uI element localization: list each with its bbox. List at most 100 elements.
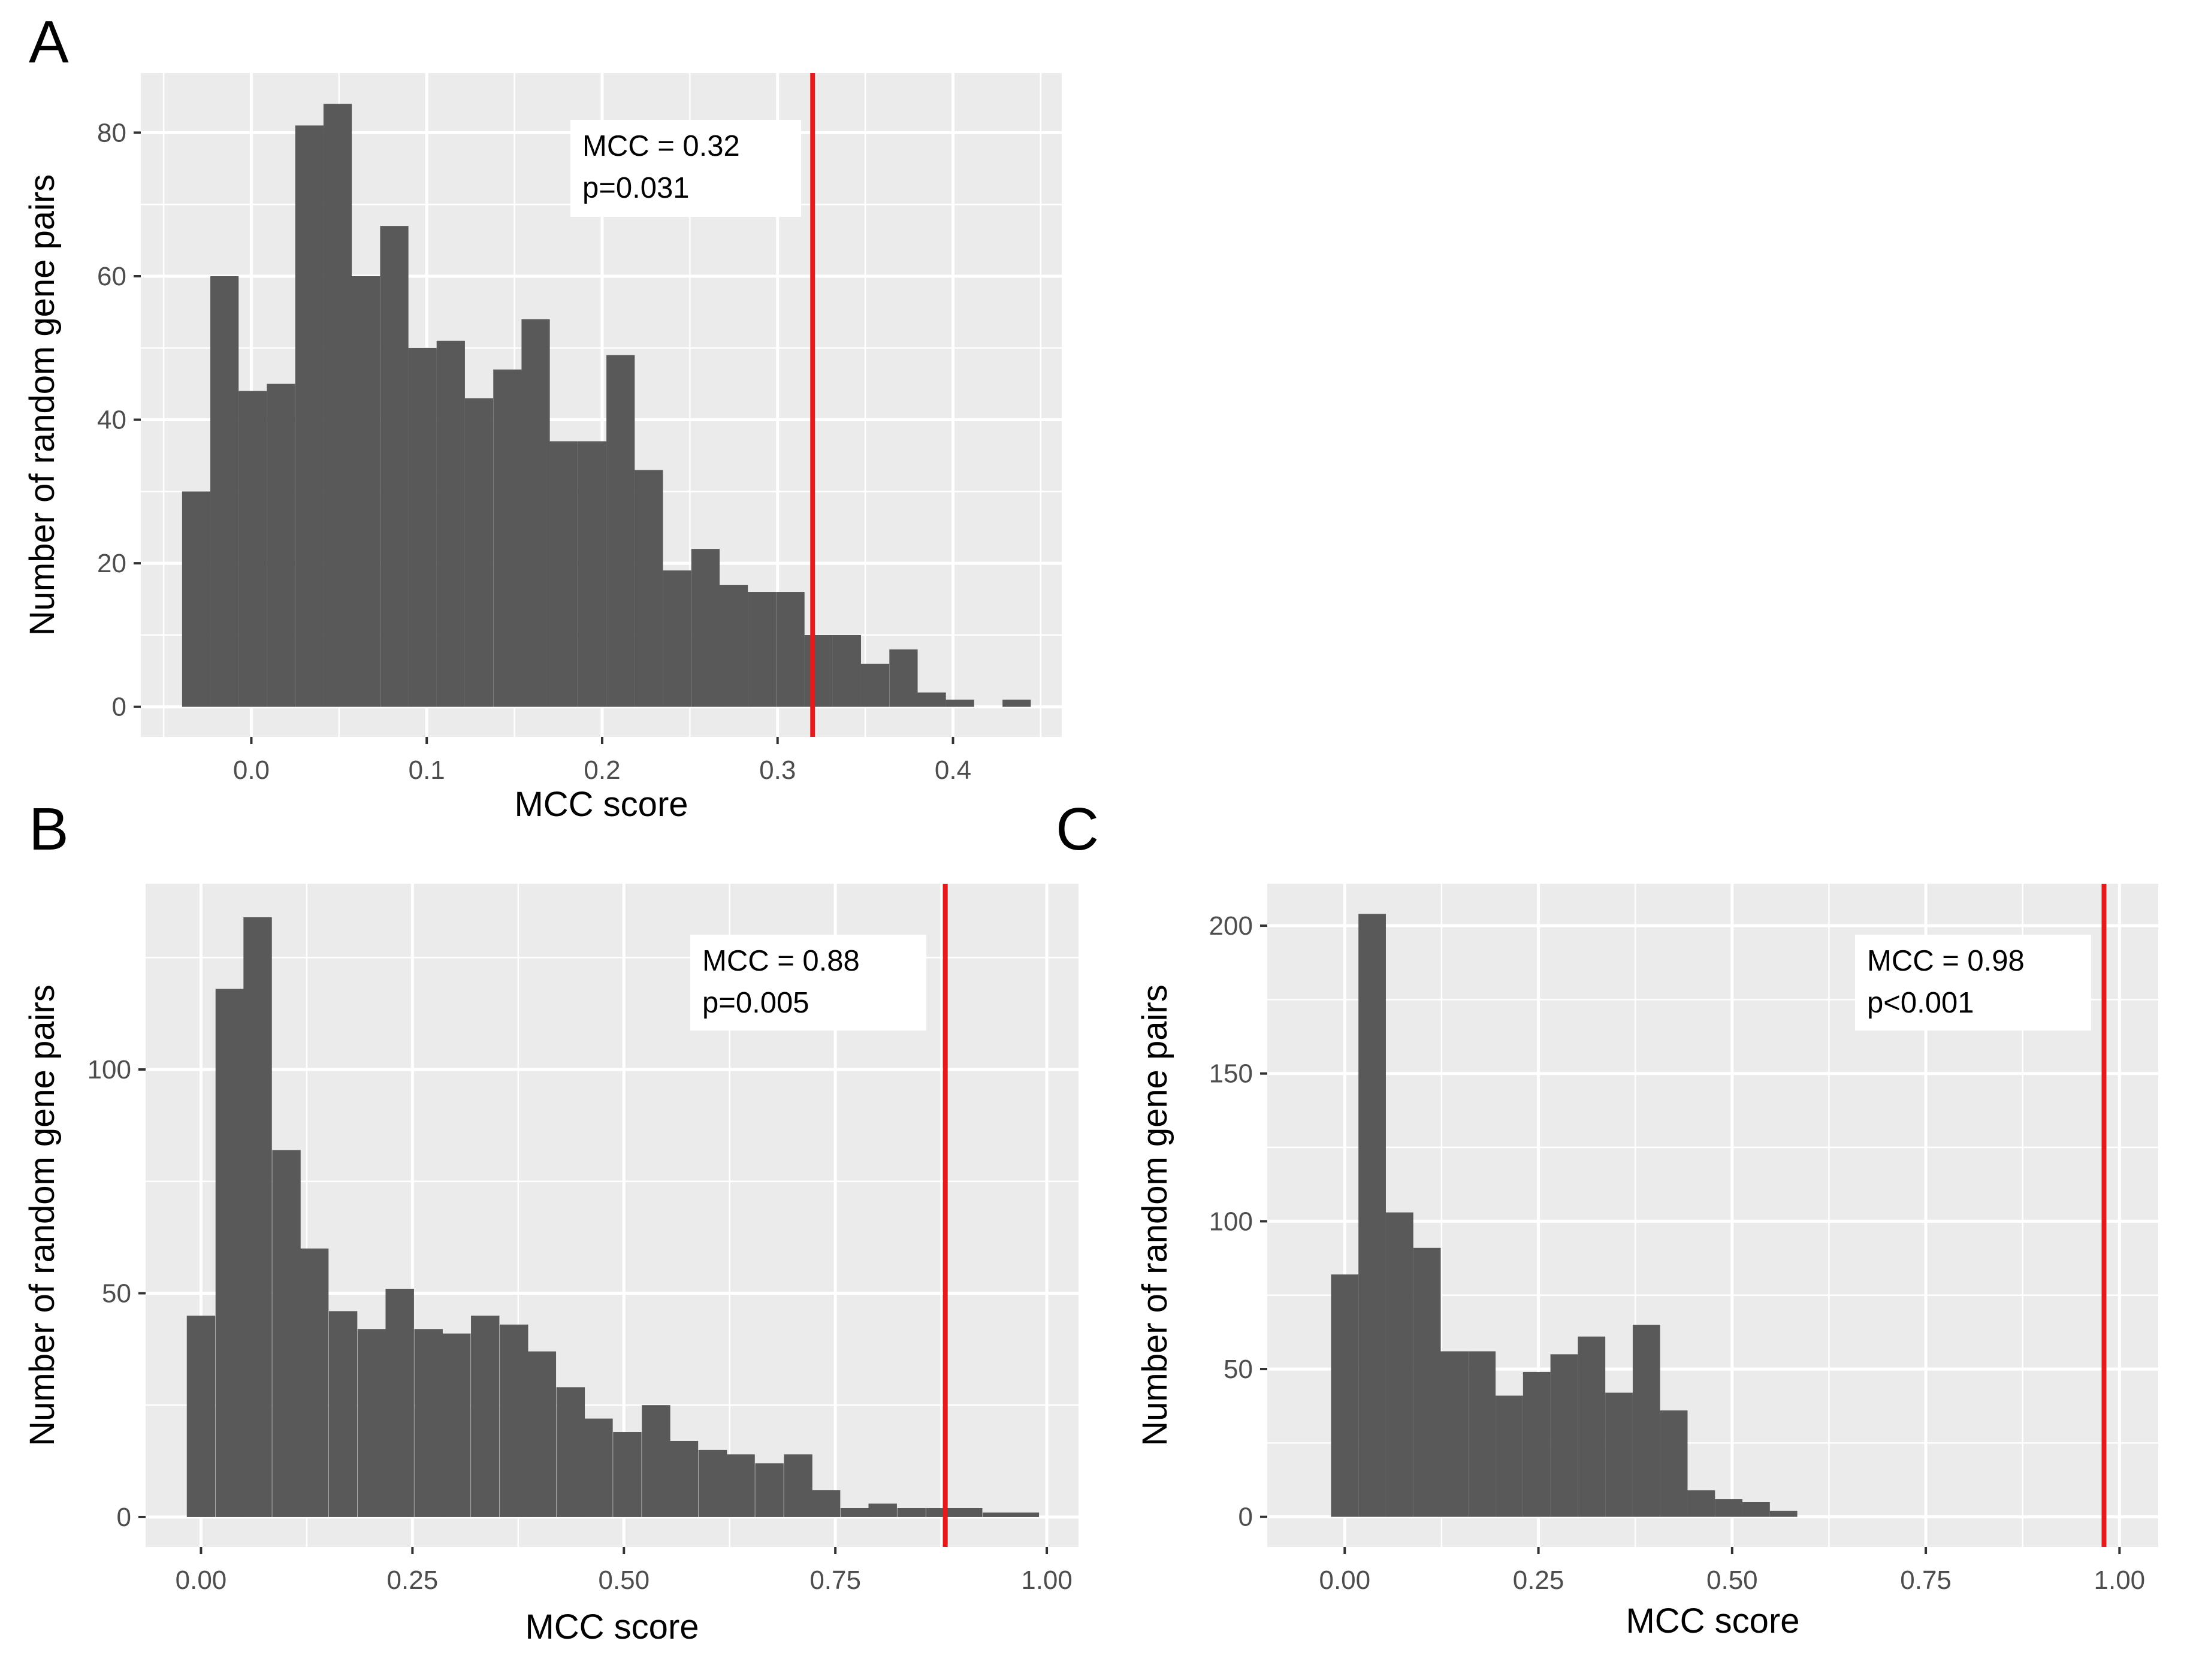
- x-tick-label: 0.3: [759, 756, 796, 785]
- histogram-bar: [691, 549, 720, 707]
- histogram-bar: [215, 989, 244, 1517]
- annotation-box-b: MCC = 0.88 p=0.005: [690, 935, 926, 1031]
- y-tick-label: 0: [112, 693, 126, 722]
- panel-letter-a: A: [29, 8, 69, 75]
- histogram-bar: [811, 1490, 841, 1517]
- x-tick-label: 0.4: [935, 756, 971, 785]
- annotation-mcc-c: MCC = 0.98: [1867, 945, 2025, 977]
- histogram-bar: [556, 1387, 585, 1517]
- y-axis-title-c: Number of random gene pairs: [1135, 984, 1174, 1446]
- histogram-bar: [776, 592, 805, 707]
- histogram-bar: [471, 1315, 500, 1517]
- y-tick-label: 40: [97, 406, 126, 435]
- y-tick-label: 100: [87, 1055, 131, 1084]
- histogram-bar: [1769, 1510, 1798, 1517]
- x-tick-label: 0.2: [584, 756, 620, 785]
- histogram-bar: [1331, 1274, 1359, 1517]
- histogram-bar: [584, 1418, 613, 1517]
- histogram-bar: [380, 226, 409, 707]
- histogram-bar: [1523, 1371, 1551, 1517]
- histogram-bar: [860, 663, 890, 707]
- histogram-bar: [500, 1324, 528, 1517]
- y-tick-label: 80: [97, 118, 126, 147]
- annotation-mcc-a: MCC = 0.32: [582, 130, 740, 162]
- histogram-bar: [897, 1508, 926, 1517]
- histogram-bar: [748, 592, 777, 707]
- y-tick-label: 200: [1209, 911, 1253, 941]
- histogram-bar: [295, 125, 324, 707]
- y-tick-label: 60: [97, 262, 126, 291]
- annotation-background-a: [570, 120, 801, 217]
- histogram-bar: [832, 634, 861, 707]
- histogram-bar: [1002, 699, 1031, 707]
- histogram-bar: [578, 441, 607, 707]
- x-tick-label: 1.00: [1021, 1566, 1073, 1595]
- y-axis-title-a: Number of random gene pairs: [23, 174, 62, 636]
- histogram-bar: [1496, 1395, 1523, 1517]
- annotation-box-a: MCC = 0.32 p=0.031: [570, 120, 801, 217]
- histogram-bar: [1632, 1325, 1660, 1517]
- x-tick-label: 0.50: [1706, 1566, 1758, 1595]
- x-axis-title-c: MCC score: [1626, 1602, 1799, 1640]
- x-tick-label: 0.00: [176, 1566, 227, 1595]
- histogram-bar: [840, 1508, 869, 1517]
- histogram-bar: [663, 570, 691, 707]
- x-tick-label: 1.00: [2094, 1566, 2146, 1595]
- histogram-bar: [635, 470, 663, 707]
- histogram-bar: [272, 1150, 301, 1517]
- histogram-bar: [1010, 1512, 1040, 1517]
- histogram-bar: [549, 441, 578, 707]
- histogram-bar: [521, 319, 550, 707]
- histogram-bar: [238, 391, 267, 707]
- histogram-bar: [1440, 1351, 1469, 1517]
- y-axis-title-b: Number of random gene pairs: [23, 984, 62, 1446]
- histogram-bar: [1660, 1410, 1688, 1517]
- histogram-bars-b: [186, 917, 1040, 1517]
- panel-a: A MCC = 0.32 p=0.031 0.0 0.1 0.2 0.3 0.4 0 20 4…: [23, 8, 1062, 824]
- histogram-bar: [613, 1432, 642, 1517]
- x-tick-label: 0.75: [809, 1566, 861, 1595]
- x-tick-label: 0.75: [1900, 1566, 1952, 1595]
- x-tick-label: 0.1: [409, 756, 445, 785]
- histogram-bar: [352, 276, 380, 707]
- panel-letter-c: C: [1056, 796, 1099, 863]
- annotation-box-c: MCC = 0.98 p<0.001: [1855, 935, 2091, 1031]
- histogram-bar: [946, 699, 974, 707]
- histogram-bar: [408, 348, 437, 707]
- annotation-mcc-b: MCC = 0.88: [702, 945, 860, 977]
- x-tick-label: 0.0: [233, 756, 270, 785]
- histogram-bar: [1550, 1354, 1578, 1517]
- histogram-bar: [1358, 914, 1386, 1517]
- histogram-bar: [755, 1463, 784, 1517]
- annotation-pvalue-b: p=0.005: [702, 987, 809, 1019]
- histogram-bar: [1742, 1502, 1770, 1517]
- histogram-bar: [1468, 1351, 1496, 1517]
- histogram-bar: [983, 1512, 1011, 1517]
- y-tick-label: 150: [1209, 1059, 1253, 1089]
- y-tick-label: 0: [1239, 1503, 1253, 1532]
- histogram-bar: [889, 649, 918, 707]
- histogram-bar: [186, 1315, 216, 1517]
- x-tick-label: 0.00: [1319, 1566, 1370, 1595]
- x-axis-title-a: MCC score: [514, 785, 688, 824]
- panel-c: C MCC = 0.98 p<0.001 0.00 0.25 0.50 0.75 1.0…: [1056, 796, 2158, 1640]
- histogram-bar: [1413, 1247, 1441, 1517]
- histogram-bars-c: [1331, 914, 1798, 1517]
- axes-a: 0.0 0.1 0.2 0.3 0.4 0 20 40 60 80: [97, 118, 971, 785]
- histogram-bar: [726, 1454, 755, 1517]
- histogram-bar: [182, 491, 211, 707]
- y-tick-label: 50: [102, 1279, 131, 1308]
- histogram-bar: [669, 1440, 699, 1517]
- annotation-background-c: [1855, 935, 2091, 1031]
- x-tick-label: 0.25: [387, 1566, 439, 1595]
- histogram-bar: [954, 1508, 983, 1517]
- x-tick-label: 0.50: [598, 1566, 650, 1595]
- histogram-bar: [414, 1329, 443, 1517]
- y-tick-label: 50: [1224, 1355, 1253, 1384]
- axes-b: 0.00 0.25 0.50 0.75 1.00 0 50 100: [87, 1055, 1073, 1595]
- histogram-bar: [606, 355, 635, 707]
- histogram-bar: [1605, 1392, 1633, 1517]
- x-tick-label: 0.25: [1513, 1566, 1564, 1595]
- annotation-background-b: [690, 935, 926, 1031]
